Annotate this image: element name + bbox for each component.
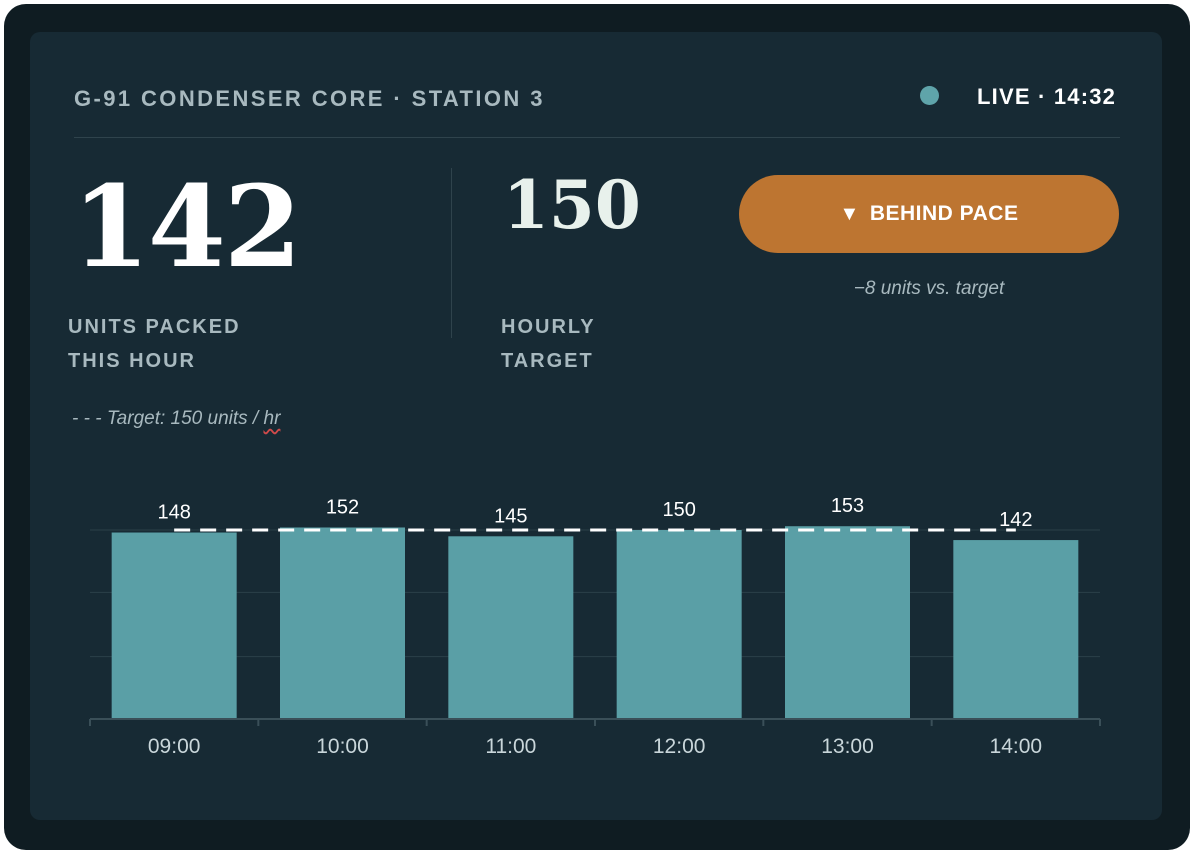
x-tick-label: 13:00 (821, 735, 874, 758)
bar-value-label: 152 (326, 496, 359, 518)
target-legend-unit: hr (263, 408, 281, 429)
x-tick-label: 12:00 (653, 735, 706, 758)
units-vs-target-delta: −8 units vs. target (853, 278, 1005, 299)
bar-value-label: 150 (662, 499, 695, 521)
triangle-down-icon: ▼ (839, 202, 860, 225)
header-divider (74, 137, 1120, 138)
bar-10:00[interactable] (280, 527, 405, 719)
hourly-target-label-line1: HOURLY (501, 316, 596, 338)
live-status: LIVE · 14:32 (977, 84, 1117, 109)
live-indicator-dot (920, 86, 939, 105)
bar-11:00[interactable] (448, 536, 574, 719)
x-tick-label: 14:00 (990, 735, 1043, 758)
behind-pace-status-button[interactable]: ▼ BEHIND PACE (739, 175, 1119, 253)
target-legend: - - - Target: 150 units / hr (72, 408, 280, 430)
bar-value-label: 142 (999, 509, 1032, 531)
x-tick-label: 11:00 (485, 735, 536, 758)
hourly-target-label: HOURLY TARGET (501, 310, 701, 378)
bar-12:00[interactable] (616, 530, 742, 719)
units-packed-label-line1: UNITS PACKED (68, 316, 241, 338)
kpi-divider (451, 168, 452, 338)
x-tick-label: 10:00 (316, 735, 369, 758)
units-packed-value: 142 (72, 162, 302, 293)
units-packed-label-line2: THIS HOUR (68, 350, 196, 372)
hourly-target-label-line2: TARGET (501, 350, 594, 372)
station-title: G-91 CONDENSER CORE · STATION 3 (74, 86, 545, 111)
bar-value-label: 148 (157, 502, 190, 524)
bar-09:00[interactable] (111, 532, 237, 719)
status-label: BEHIND PACE (869, 202, 1019, 225)
bar-13:00[interactable] (785, 526, 910, 719)
x-tick-label: 09:00 (148, 735, 201, 758)
bar-value-label: 153 (831, 495, 864, 517)
hourly-target-value: 150 (503, 166, 641, 244)
bar-value-label: 145 (494, 505, 527, 527)
target-legend-text: - - - Target: 150 units / (72, 408, 264, 429)
bar-14:00[interactable] (953, 540, 1079, 719)
units-packed-label: UNITS PACKED THIS HOUR (68, 310, 328, 378)
